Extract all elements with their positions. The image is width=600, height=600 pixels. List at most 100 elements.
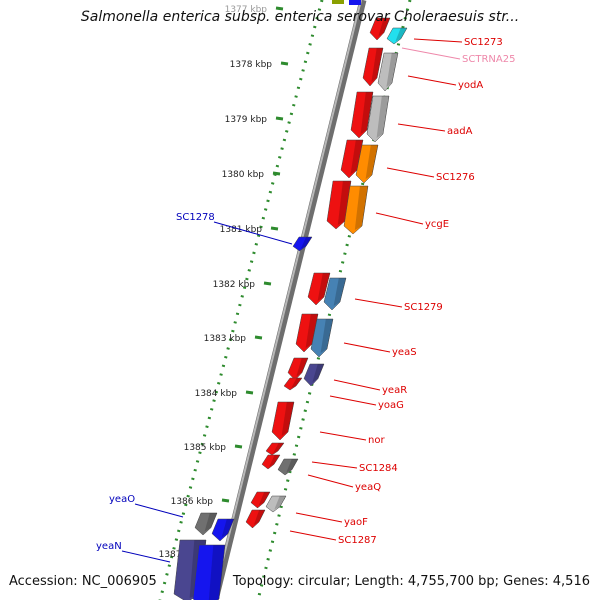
feature-label-ycge[interactable]: ycgE [425, 219, 449, 230]
gene-arrow-shade [371, 48, 383, 82]
feature-label-yaof[interactable]: yaoF [344, 517, 368, 528]
gene-arrow[interactable] [295, 313, 319, 353]
gene-arrow-body[interactable] [245, 509, 266, 529]
gene-arrow-body[interactable] [194, 512, 218, 536]
gene-arrow[interactable] [211, 518, 235, 542]
backbone-highlight [212, 0, 362, 600]
gene-arrow[interactable] [310, 318, 334, 358]
gene-arrow-body[interactable] [192, 544, 226, 600]
feature-label-sc1276[interactable]: SC1276 [436, 172, 475, 183]
gene-arrow[interactable] [261, 454, 281, 470]
feature-label-yeas[interactable]: yeaS [392, 347, 417, 358]
gene-arrow-shade [312, 364, 324, 383]
gene-arrow-body[interactable] [271, 401, 295, 441]
gene-arrow[interactable] [283, 377, 303, 391]
gene-arrow-body[interactable] [303, 363, 325, 387]
gene-arrow-shade [305, 314, 318, 348]
gene-arrow-shade [378, 18, 390, 37]
gene-arrow[interactable] [303, 363, 325, 387]
tick-mark [280, 61, 289, 66]
gene-arrow[interactable] [265, 495, 287, 513]
gene-arrow[interactable] [307, 272, 331, 306]
gene-arrow-body[interactable] [350, 91, 374, 139]
gene-arrow-body[interactable] [265, 495, 287, 513]
gene-arrow-shade [258, 492, 270, 506]
gene-arrow-body[interactable] [343, 185, 369, 235]
gene-arrow-body[interactable] [377, 52, 399, 92]
gene-arrow[interactable] [362, 47, 384, 87]
feature-label-sc1278[interactable]: SC1278 [176, 212, 215, 223]
gene-arrow-body[interactable] [211, 518, 235, 542]
leader-line [413, 38, 463, 43]
topology-text: Topology: circular; Length: 4,755,700 bp… [232, 574, 590, 589]
gene-arrow[interactable] [245, 509, 266, 529]
tick-label: 1377 kbp [225, 5, 268, 15]
gene-arrow-body[interactable] [307, 272, 331, 306]
gene-arrow[interactable] [287, 357, 309, 381]
gene-arrow-shade [253, 510, 265, 525]
feature-label-year[interactable]: yeaR [382, 385, 407, 396]
feature-label-yeaq[interactable]: yeaQ [355, 482, 381, 493]
gene-arrow-shade [269, 455, 280, 467]
feature-label-nor[interactable]: nor [368, 435, 385, 446]
gene-arrow[interactable] [194, 512, 218, 536]
gene-arrow[interactable] [366, 95, 390, 143]
gene-arrow[interactable] [250, 491, 271, 509]
gene-arrow-body[interactable] [362, 47, 384, 87]
gene-arrow[interactable] [355, 144, 379, 184]
gene-arrow[interactable] [343, 185, 369, 235]
gene-arrow-body[interactable] [323, 277, 347, 311]
backbone-ring [211, 0, 367, 600]
gene-arrow-shade [296, 358, 308, 377]
gene-arrow-body[interactable] [261, 454, 281, 470]
tick-mark [270, 226, 279, 231]
gene-arrow[interactable] [292, 236, 313, 252]
feature-label-sc1273[interactable]: SC1273 [464, 37, 503, 48]
gene-arrow[interactable] [350, 91, 374, 139]
leader-line [401, 47, 461, 60]
gene-arrow-body[interactable] [366, 95, 390, 143]
gene-arrow-body[interactable] [369, 17, 391, 41]
gene-arrow[interactable] [386, 27, 408, 45]
gene-arrow[interactable] [377, 52, 399, 92]
feature-label-aada[interactable]: aadA [447, 126, 473, 137]
gene-arrow-body[interactable] [250, 491, 271, 509]
feature-label-sc1284[interactable]: SC1284 [359, 463, 398, 474]
feature-label-sctrna25[interactable]: SCTRNA25 [462, 54, 515, 65]
feature-label-yean[interactable]: yeaN [96, 541, 122, 552]
gene-arrow-shade [274, 496, 286, 510]
gene-arrow[interactable] [277, 458, 299, 476]
gene-arrow[interactable] [340, 139, 364, 179]
gene-arrow-body[interactable] [292, 236, 313, 252]
gene-arrow-body[interactable] [295, 313, 319, 353]
gene-arrow-shade [354, 186, 368, 230]
gene-arrow-shade [376, 96, 389, 138]
feature-label-yeao[interactable]: yeaO [109, 494, 135, 505]
gene-arrow-shade [365, 145, 378, 179]
feature-label-sc1287[interactable]: SC1287 [338, 535, 377, 546]
gene-arrow-shade [273, 443, 284, 453]
gene-arrow-body[interactable] [386, 27, 408, 45]
gene-arrow-body[interactable] [340, 139, 364, 179]
tick-label: 1379 kbp [225, 115, 268, 125]
gene-arrow-body[interactable] [355, 144, 379, 184]
gene-arrow[interactable] [192, 544, 226, 600]
gene-arrow-body[interactable] [277, 458, 299, 476]
gene-arrow[interactable] [326, 180, 352, 230]
gene-arrow-body[interactable] [265, 442, 285, 456]
gene-arrow[interactable] [271, 401, 295, 441]
gene-arrow-shade [386, 53, 398, 87]
gene-arrow[interactable] [369, 17, 391, 41]
gene-arrow-body[interactable] [326, 180, 352, 230]
gene-arrow-body[interactable] [283, 377, 303, 391]
feature-label-yoda[interactable]: yodA [458, 80, 483, 91]
gene-arrow-shade [320, 319, 333, 353]
gene-arrow[interactable] [265, 442, 285, 456]
gene-arrow[interactable] [323, 277, 347, 311]
gene-arrow-body[interactable] [287, 357, 309, 381]
feature-label-yoag[interactable]: yoaG [378, 400, 404, 411]
leader-line [134, 503, 184, 518]
feature-label-sc1279[interactable]: SC1279 [404, 302, 443, 313]
tick-label: 1383 kbp [204, 334, 247, 344]
gene-arrow-body[interactable] [310, 318, 334, 358]
